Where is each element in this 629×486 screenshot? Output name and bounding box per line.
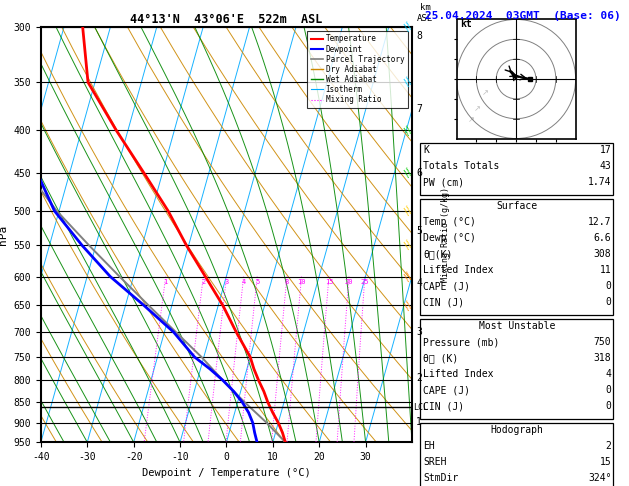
Text: LCL: LCL [413, 403, 428, 412]
Text: θᴇ (K): θᴇ (K) [423, 353, 459, 364]
Text: 6.6: 6.6 [594, 233, 611, 243]
Text: StmDir: StmDir [423, 473, 459, 484]
Text: km
ASL: km ASL [417, 3, 433, 22]
Text: Temp (°C): Temp (°C) [423, 217, 476, 227]
Y-axis label: hPa: hPa [0, 225, 8, 244]
Text: Totals Totals: Totals Totals [423, 161, 499, 172]
Text: 43: 43 [599, 161, 611, 172]
Text: 8: 8 [285, 278, 289, 285]
Text: //: // [402, 300, 414, 312]
Text: θᴇ(K): θᴇ(K) [423, 249, 453, 260]
Text: Most Unstable: Most Unstable [479, 321, 555, 331]
Text: Pressure (mb): Pressure (mb) [423, 337, 499, 347]
Text: 8: 8 [416, 31, 422, 41]
Text: 10: 10 [298, 278, 306, 285]
Text: 3: 3 [416, 327, 422, 337]
Text: Hodograph: Hodograph [490, 425, 543, 435]
Text: 25.04.2024  03GMT  (Base: 06): 25.04.2024 03GMT (Base: 06) [425, 11, 621, 21]
Text: 750: 750 [594, 337, 611, 347]
Text: 20: 20 [345, 278, 353, 285]
Text: kt: kt [460, 19, 472, 29]
Text: 5: 5 [255, 278, 259, 285]
Text: 4: 4 [242, 278, 246, 285]
Text: Dewp (°C): Dewp (°C) [423, 233, 476, 243]
Text: EH: EH [423, 441, 435, 451]
Text: Lifted Index: Lifted Index [423, 265, 494, 276]
Text: 318: 318 [594, 353, 611, 364]
Text: //: // [402, 167, 414, 179]
Text: //: // [402, 124, 414, 136]
Text: $\nearrow$: $\nearrow$ [467, 116, 476, 124]
Text: 0: 0 [606, 385, 611, 396]
Text: K: K [423, 145, 429, 156]
Text: 2: 2 [201, 278, 206, 285]
Text: 15: 15 [599, 457, 611, 468]
Legend: Temperature, Dewpoint, Parcel Trajectory, Dry Adiabat, Wet Adiabat, Isotherm, Mi: Temperature, Dewpoint, Parcel Trajectory… [308, 31, 408, 108]
Text: 7: 7 [416, 104, 422, 114]
Text: 4: 4 [606, 369, 611, 380]
Text: 5: 5 [416, 226, 422, 236]
Text: PW (cm): PW (cm) [423, 177, 464, 188]
Text: //: // [402, 76, 414, 88]
Text: CIN (J): CIN (J) [423, 297, 464, 308]
Text: 25: 25 [360, 278, 369, 285]
Text: CIN (J): CIN (J) [423, 401, 464, 412]
Text: 324°: 324° [588, 473, 611, 484]
Text: CAPE (J): CAPE (J) [423, 385, 470, 396]
Text: CAPE (J): CAPE (J) [423, 281, 470, 292]
Text: 1.74: 1.74 [588, 177, 611, 188]
Text: 1: 1 [416, 417, 422, 427]
Text: 0: 0 [606, 297, 611, 308]
Text: //: // [402, 21, 414, 33]
Text: 15: 15 [325, 278, 333, 285]
Text: 0: 0 [606, 281, 611, 292]
Text: 2: 2 [606, 441, 611, 451]
Text: SREH: SREH [423, 457, 447, 468]
X-axis label: Dewpoint / Temperature (°C): Dewpoint / Temperature (°C) [142, 468, 311, 478]
Text: 11: 11 [599, 265, 611, 276]
Text: Lifted Index: Lifted Index [423, 369, 494, 380]
Text: 6: 6 [416, 168, 422, 178]
Text: Mixing Ratio (g/kg): Mixing Ratio (g/kg) [441, 187, 450, 282]
Text: //: // [402, 271, 414, 282]
Text: 17: 17 [599, 145, 611, 156]
Text: 4: 4 [416, 278, 422, 288]
Text: 1: 1 [164, 278, 168, 285]
Text: 3: 3 [225, 278, 229, 285]
Text: //: // [402, 205, 414, 217]
Title: 44°13'N  43°06'E  522m  ASL: 44°13'N 43°06'E 522m ASL [130, 13, 323, 26]
Text: $\nearrow$: $\nearrow$ [472, 104, 482, 113]
Text: 2: 2 [416, 373, 422, 383]
Text: $\nearrow$: $\nearrow$ [481, 88, 490, 97]
Text: //: // [402, 240, 414, 251]
Text: Surface: Surface [496, 201, 537, 211]
Text: 12.7: 12.7 [588, 217, 611, 227]
Text: 0: 0 [606, 401, 611, 412]
Text: 308: 308 [594, 249, 611, 260]
